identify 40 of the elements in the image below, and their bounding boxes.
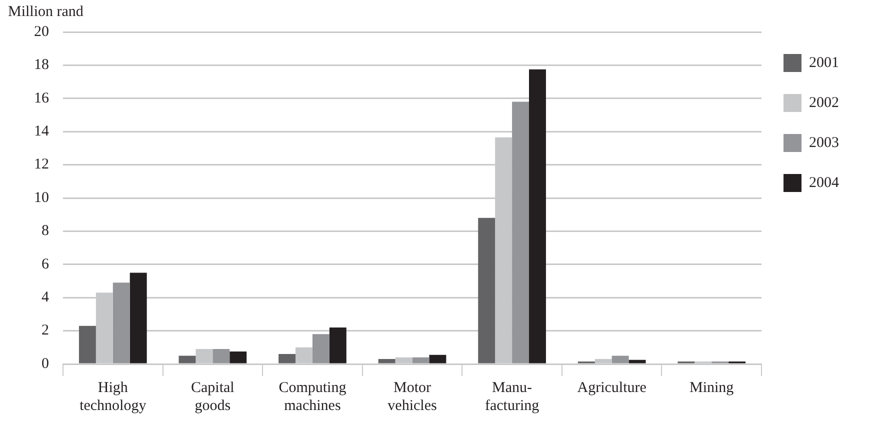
bar [628, 360, 646, 364]
legend-label: 2001 [809, 54, 839, 71]
bar [512, 102, 529, 364]
legend-label: 2004 [809, 174, 840, 191]
x-tick-label: Agriculture [577, 380, 647, 396]
bar [178, 356, 196, 364]
bar [378, 359, 396, 364]
y-tick-label: 20 [34, 24, 49, 40]
x-tick-label: High technology [80, 380, 147, 414]
bar [230, 352, 247, 364]
x-tick-label: Computing machines [278, 380, 347, 414]
x-tick-label: Mining [690, 380, 734, 396]
y-tick-label: 8 [42, 223, 49, 240]
y-tick-label: 6 [42, 256, 50, 272]
bar [112, 282, 130, 364]
bar [429, 354, 446, 364]
bar [78, 326, 96, 364]
x-tick-label: Capital goods [191, 380, 234, 414]
y-tick-label: 0 [42, 356, 49, 372]
bar [478, 218, 496, 364]
y-tick-label: 10 [34, 190, 49, 206]
bar [278, 354, 296, 364]
y-tick-label: 4 [42, 290, 50, 306]
y-tick-label: 16 [34, 90, 50, 106]
y-axis-title: Million rand [8, 4, 84, 21]
x-tick-label: Motor vehicles [388, 380, 437, 414]
bar [612, 356, 629, 364]
bar [212, 349, 230, 364]
y-tick-label: 14 [34, 124, 50, 140]
y-tick-label: 12 [34, 156, 49, 173]
bar [312, 334, 330, 364]
legend-label: 2002 [809, 94, 839, 111]
bar [412, 357, 430, 364]
bar [529, 69, 546, 364]
bar [130, 272, 147, 364]
y-tick-label: 18 [34, 57, 49, 74]
y-tick-label: 2 [42, 322, 49, 339]
legend-label: 2003 [809, 134, 839, 151]
bar [329, 327, 346, 364]
x-tick-label: Manu- facturing [484, 380, 540, 414]
